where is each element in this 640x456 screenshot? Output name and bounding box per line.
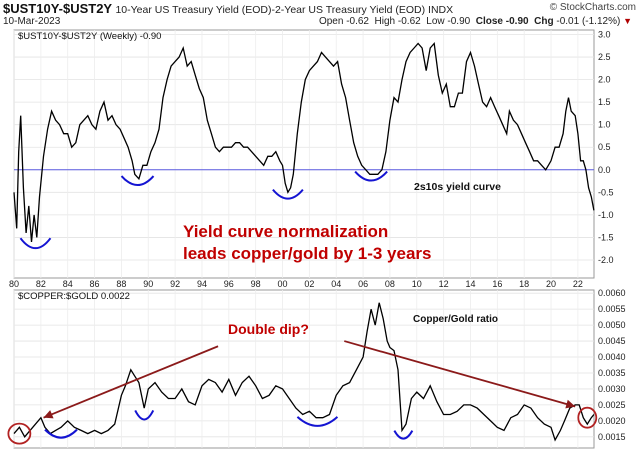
ohlc-open-label: Open bbox=[318, 16, 344, 27]
x-tick-label: 10 bbox=[412, 279, 422, 289]
double-dip-annotation: Double dip? bbox=[228, 321, 309, 337]
x-tick-label: 92 bbox=[170, 279, 180, 289]
x-tick-label: 86 bbox=[90, 279, 100, 289]
yield-curve-annotation: Yield curve normalization leads copper/go… bbox=[183, 222, 431, 263]
yield-curve-panel: 3.0 2.5 2.0 1.5 1.0 0.5 0.0 -0.5 -1.0 -1.5 -2.0 $U… bbox=[13, 29, 614, 279]
y-tick-label: 1.0 bbox=[598, 120, 611, 130]
y-tick-label: 0.0015 bbox=[598, 432, 626, 442]
y-tick-label: 0.0055 bbox=[598, 304, 626, 314]
y-tick-label: 0.0020 bbox=[598, 416, 626, 426]
y-tick-label: -2.0 bbox=[598, 255, 614, 265]
copper-gold-y-axis: 0.0060 0.0055 0.0050 0.0045 0.0040 0.0035 0.00… bbox=[598, 288, 626, 442]
ohlc-high-value: -0.62 bbox=[397, 16, 421, 27]
dip-arc-2009 bbox=[393, 430, 414, 440]
ohlc-low-label: Low bbox=[426, 16, 445, 27]
trendline-arrow-left bbox=[43, 345, 219, 419]
ohlc-close-value: -0.90 bbox=[505, 16, 529, 27]
x-tick-label: 94 bbox=[197, 279, 207, 289]
yield-curve-label: 2s10s yield curve bbox=[414, 181, 501, 193]
trendline-arrow-left-head bbox=[43, 410, 54, 419]
copper-gold-panel-title: $COPPER:$GOLD 0.0022 bbox=[18, 291, 130, 302]
circle-1980 bbox=[7, 422, 32, 445]
y-tick-label: -1.5 bbox=[598, 232, 614, 242]
x-tick-label: 00 bbox=[278, 279, 288, 289]
y-tick-label: 2.5 bbox=[598, 52, 611, 62]
x-tick-label: 14 bbox=[465, 279, 475, 289]
y-tick-label: 0.5 bbox=[598, 142, 611, 152]
dip-arc-1981 bbox=[19, 237, 52, 250]
ohlc-high-label: High bbox=[374, 16, 396, 27]
y-tick-label: 0.0030 bbox=[598, 384, 626, 394]
x-tick-label: 18 bbox=[519, 279, 529, 289]
x-tick-label: 88 bbox=[116, 279, 126, 289]
stockcharts-brand: © StockCharts.com bbox=[549, 2, 636, 13]
yield-curve-y-axis: 3.0 2.5 2.0 1.5 1.0 0.5 0.0 -0.5 -1.0 -1.5 -2.0 bbox=[598, 30, 614, 265]
trend-arrows bbox=[43, 340, 576, 419]
dip-arc-2002 bbox=[296, 416, 339, 427]
y-tick-label: 1.5 bbox=[598, 97, 611, 107]
annotation-line: Yield curve normalization bbox=[183, 222, 388, 241]
y-tick-label: 3.0 bbox=[598, 30, 611, 40]
x-tick-label: 02 bbox=[304, 279, 314, 289]
y-tick-label: 0.0050 bbox=[598, 320, 626, 330]
annotation-line: leads copper/gold by 1-3 years bbox=[183, 244, 431, 263]
x-tick-label: 16 bbox=[492, 279, 502, 289]
dip-arc-1989b bbox=[134, 410, 155, 421]
dip-arc-1989 bbox=[120, 175, 155, 187]
y-tick-label: 0.0045 bbox=[598, 336, 626, 346]
copper-gold-label: Copper/Gold ratio bbox=[413, 314, 498, 325]
x-tick-label: 96 bbox=[224, 279, 234, 289]
y-tick-label: 0.0040 bbox=[598, 352, 626, 362]
dip-arc-1983 bbox=[44, 428, 78, 439]
down-arrow-icon: ▼ bbox=[623, 16, 632, 26]
x-tick-label: 04 bbox=[331, 279, 341, 289]
symbol-description: 10-Year US Treasury Yield (EOD)-2-Year U… bbox=[115, 4, 454, 16]
copper-gold-gridlines bbox=[13, 290, 594, 448]
ohlc-chg-value: -0.01 (-1.12%) bbox=[556, 16, 621, 27]
dip-arc-2000 bbox=[272, 188, 304, 200]
ohlc-readout: Open -0.62 High -0.62 Low -0.90 Close -0… bbox=[319, 16, 632, 27]
symbol: $UST10Y-$UST2Y bbox=[3, 1, 113, 16]
yield-curve-series-line bbox=[13, 42, 595, 242]
y-tick-label: 0.0025 bbox=[598, 400, 626, 410]
y-tick-label: -0.5 bbox=[598, 187, 614, 197]
x-tick-label: 20 bbox=[546, 279, 556, 289]
ohlc-chg-label: Chg bbox=[534, 16, 554, 27]
x-tick-label: 82 bbox=[36, 279, 46, 289]
yield-curve-dip-markers bbox=[19, 170, 388, 250]
trendline-arrow-right-head bbox=[565, 399, 576, 409]
yield-curve-panel-title: $UST10Y-$UST2Y (Weekly) -0.90 bbox=[18, 31, 161, 42]
circle-2022 bbox=[577, 406, 598, 429]
x-tick-label: 08 bbox=[385, 279, 395, 289]
y-tick-label: 2.0 bbox=[598, 75, 611, 85]
ohlc-close-label: Close bbox=[475, 16, 503, 27]
copper-gold-panel: 0.0060 0.0055 0.0050 0.0045 0.0040 0.0035 0.00… bbox=[7, 288, 626, 449]
y-tick-label: 0.0035 bbox=[598, 368, 626, 378]
double-dip-circles bbox=[7, 406, 598, 445]
ohlc-low-value: -0.90 bbox=[447, 16, 471, 27]
x-tick-label: 84 bbox=[63, 279, 73, 289]
trendline-arrow-right bbox=[344, 340, 576, 408]
x-tick-label: 22 bbox=[573, 279, 583, 289]
copper-gold-dip-markers bbox=[44, 410, 414, 440]
dip-arc-2006 bbox=[354, 170, 388, 182]
ohlc-open-value: -0.62 bbox=[346, 16, 369, 27]
copper-gold-series-line bbox=[13, 302, 595, 442]
symbol-line: $UST10Y-$UST2Y 10-Year US Treasury Yield… bbox=[3, 1, 453, 16]
x-tick-label: 80 bbox=[9, 279, 19, 289]
x-tick-label: 12 bbox=[439, 279, 449, 289]
x-axis-years: 80 82 84 86 88 90 92 94 96 98 00 02 04 06 08 10 12 14 16 18… bbox=[9, 279, 583, 289]
y-tick-label: -1.0 bbox=[598, 210, 614, 220]
x-tick-label: 98 bbox=[251, 279, 261, 289]
y-tick-label: 0.0060 bbox=[598, 288, 626, 298]
yield-curve-gridlines bbox=[13, 30, 594, 278]
x-tick-label: 90 bbox=[143, 279, 153, 289]
chart-date: 10-Mar-2023 bbox=[3, 16, 61, 27]
y-tick-label: 0.0 bbox=[598, 165, 611, 175]
x-tick-label: 06 bbox=[358, 279, 368, 289]
chart-header: $UST10Y-$UST2Y 10-Year US Treasury Yield… bbox=[0, 0, 640, 30]
